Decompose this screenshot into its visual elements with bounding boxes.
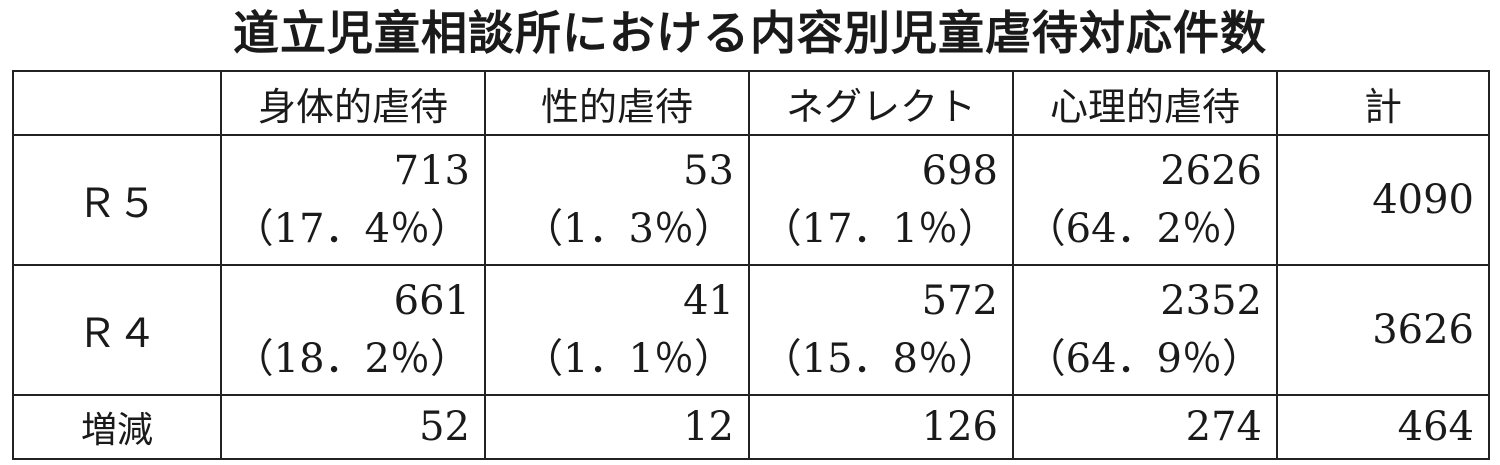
cell-value: 698	[921, 148, 998, 194]
cell-value: 2352	[1160, 278, 1262, 324]
table-cell: 41 （1．1％）	[484, 264, 750, 396]
row-label-r5: Ｒ５	[12, 134, 222, 266]
cell-value: 53	[683, 148, 734, 194]
row-total: 464	[1276, 394, 1490, 460]
cell-value: 572	[921, 278, 998, 324]
header-physical-abuse: 身体的虐待	[220, 70, 486, 136]
abuse-cases-table: 身体的虐待 性的虐待 ネグレクト 心理的虐待 計 Ｒ５ 713 （17．4％） …	[12, 70, 1490, 460]
table-cell: 2352 （64．9％）	[1012, 264, 1278, 396]
cell-percent: （1．3％）	[523, 206, 734, 252]
row-total: 4090	[1276, 134, 1490, 266]
cell-percent: （64．9％）	[1025, 336, 1262, 382]
table-cell: 698 （17．1％）	[748, 134, 1014, 266]
header-sexual-abuse: 性的虐待	[484, 70, 750, 136]
cell-value: 661	[393, 278, 470, 324]
header-neglect: ネグレクト	[748, 70, 1014, 136]
row-label-r4: Ｒ４	[12, 264, 222, 396]
cell-percent: （1．1％）	[523, 336, 734, 382]
cell-percent: （15．8％）	[761, 336, 998, 382]
row-total: 3626	[1276, 264, 1490, 396]
chart-title: 道立児童相談所における内容別児童虐待対応件数	[233, 6, 1267, 60]
cell-percent: （18．2％）	[233, 336, 470, 382]
table-row: Ｒ５ 713 （17．4％） 53 （1．3％） 698 （17．1％） 262…	[12, 134, 1490, 266]
cell-change: 126	[748, 394, 1014, 460]
cell-change: 12	[484, 394, 750, 460]
table-cell: 2626 （64．2％）	[1012, 134, 1278, 266]
header-total: 計	[1276, 70, 1490, 136]
header-psychological-abuse: 心理的虐待	[1012, 70, 1278, 136]
table-row: 増減 52 12 126 274 464	[12, 394, 1490, 460]
row-label-change: 増減	[12, 394, 222, 460]
cell-change: 52	[220, 394, 486, 460]
cell-change: 274	[1012, 394, 1278, 460]
cell-percent: （17．4％）	[233, 206, 470, 252]
table-cell: 713 （17．4％）	[220, 134, 486, 266]
table-cell: 572 （15．8％）	[748, 264, 1014, 396]
header-row: 身体的虐待 性的虐待 ネグレクト 心理的虐待 計	[12, 70, 1490, 136]
header-corner	[12, 70, 222, 136]
cell-percent: （64．2％）	[1025, 206, 1262, 252]
table-row: Ｒ４ 661 （18．2％） 41 （1．1％） 572 （15．8％） 235…	[12, 264, 1490, 396]
table-cell: 661 （18．2％）	[220, 264, 486, 396]
cell-value: 713	[393, 148, 470, 194]
cell-value: 2626	[1160, 148, 1262, 194]
cell-percent: （17．1％）	[761, 206, 998, 252]
table-cell: 53 （1．3％）	[484, 134, 750, 266]
cell-value: 41	[683, 278, 734, 324]
